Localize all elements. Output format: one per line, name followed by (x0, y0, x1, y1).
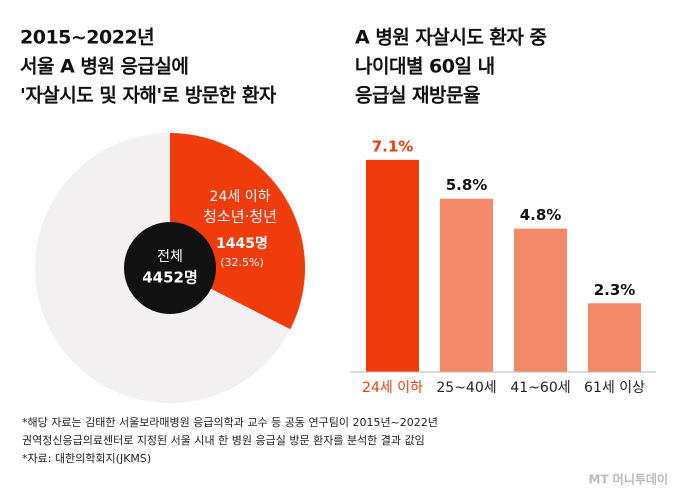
chart-title: A 병원 자살시도 환자 중 (355, 27, 547, 49)
bar (588, 303, 641, 372)
slice-value-label: (32.5%) (220, 256, 264, 269)
chart-title: 응급실 재방문율 (355, 85, 480, 107)
bar (440, 198, 493, 372)
chart-title: 서울 A 병원 응급실에 (20, 56, 188, 78)
value-label: 4.8% (520, 206, 562, 224)
logo: MT 머니투데이 (588, 472, 668, 487)
slice-label: 24세 이하 (210, 189, 271, 205)
x-tick-label: 61세 이상 (584, 380, 645, 396)
chart-title: 2015~2022년 (20, 27, 154, 49)
slice-subtitle: 청소년·청년 (203, 208, 277, 226)
x-tick-label: 25~40세 (436, 380, 496, 396)
footnote: *자료: 대한의학회지(JKMS) (22, 452, 151, 465)
value-label: 5.8% (446, 176, 488, 194)
value-label: 2.3% (594, 281, 636, 299)
bar (366, 159, 419, 372)
center-label: 전체 (157, 249, 183, 265)
donut-center (124, 222, 216, 314)
chart-title: '자살시도 및 자해'로 방문한 환자 (20, 85, 277, 107)
slice-count: 1445명 (216, 235, 268, 252)
bar (514, 228, 567, 372)
footnote: 권역정신응급의료센터로 지정된 서울 시내 한 병원 응급실 방문 환자를 분석… (22, 434, 425, 447)
footnote: *해당 자료는 김태한 서울보라매병원 응급의학과 교수 등 공동 연구팀이 2… (22, 415, 438, 429)
x-tick-label: 24세 이하 (362, 380, 423, 396)
center-value: 4452명 (142, 269, 198, 287)
value-label: 7.1% (372, 137, 414, 155)
x-tick-label: 41~60세 (510, 380, 570, 396)
chart-title: 나이대별 60일 내 (355, 56, 495, 78)
